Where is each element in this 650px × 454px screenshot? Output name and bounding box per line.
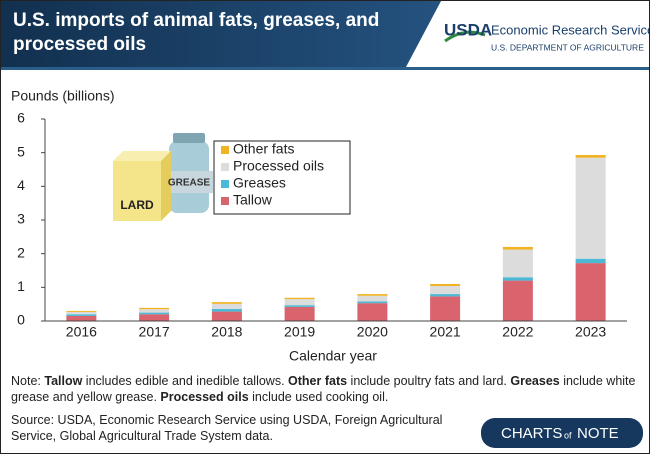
legend-label: Tallow bbox=[233, 192, 273, 208]
note-part: include used cooking oil. bbox=[248, 390, 389, 404]
legend-swatch bbox=[221, 146, 229, 154]
lard-block bbox=[113, 161, 161, 221]
y-tick-label: 0 bbox=[17, 312, 25, 328]
bar-segment bbox=[139, 312, 170, 315]
bar-segment bbox=[502, 249, 533, 278]
bar-segment bbox=[502, 280, 533, 321]
bar-segment bbox=[66, 315, 97, 321]
note-part: Processed oils bbox=[160, 390, 249, 404]
note-part: Tallow bbox=[44, 374, 83, 388]
y-tick-label: 2 bbox=[17, 244, 25, 260]
bar-segment bbox=[211, 303, 242, 309]
bar-segment bbox=[211, 308, 242, 312]
bar-segment bbox=[430, 283, 461, 286]
bar-segment bbox=[66, 314, 97, 316]
x-tick-label: 2023 bbox=[575, 324, 606, 340]
chart-title: U.S. imports of animal fats, greases, an… bbox=[13, 10, 380, 55]
bar-segment bbox=[139, 314, 170, 321]
y-tick-label: 1 bbox=[17, 278, 25, 294]
brand: CHARTS bbox=[501, 425, 562, 442]
legend-label: Greases bbox=[233, 175, 286, 191]
x-tick-label: 2017 bbox=[139, 324, 170, 340]
note-part: Other fats bbox=[288, 374, 348, 388]
bar-segment bbox=[357, 294, 388, 296]
y-tick-label: 4 bbox=[17, 177, 25, 193]
jar-label bbox=[161, 171, 213, 193]
illustration-label: LARD bbox=[120, 198, 154, 212]
logo-swoosh bbox=[444, 30, 486, 43]
note-part: include white grease and yellow grease. bbox=[11, 374, 636, 404]
bar-segment bbox=[430, 294, 461, 297]
agency: Economic Research Service bbox=[491, 22, 649, 37]
y-tick-label: 3 bbox=[17, 211, 25, 227]
logo: USDA bbox=[444, 20, 492, 39]
y-tick-label: 5 bbox=[17, 143, 25, 159]
x-axis-label: Calendar year bbox=[289, 348, 377, 364]
y-tick-label: 6 bbox=[17, 110, 25, 126]
brand: of bbox=[564, 430, 572, 440]
lard-top bbox=[113, 151, 171, 161]
lard-side bbox=[161, 151, 171, 221]
legend-swatch bbox=[221, 163, 229, 171]
bar-segment bbox=[284, 297, 315, 300]
x-tick-label: 2018 bbox=[211, 324, 242, 340]
note-part: Note: bbox=[11, 374, 45, 388]
bar-segment bbox=[139, 307, 170, 310]
illustration-label: GREASE bbox=[168, 178, 211, 189]
bar-segment bbox=[211, 311, 242, 321]
source: Source: USDA, Economic Research Service … bbox=[11, 413, 443, 443]
bar-segment bbox=[66, 311, 97, 315]
x-tick-label: 2022 bbox=[502, 324, 533, 340]
x-tick-label: 2020 bbox=[357, 324, 388, 340]
bar-segment bbox=[575, 263, 606, 321]
bar-segment bbox=[211, 302, 242, 304]
header-band bbox=[1, 1, 441, 67]
bar-segment bbox=[430, 296, 461, 321]
legend-box bbox=[213, 140, 351, 215]
legend-swatch bbox=[221, 180, 229, 188]
bar-segment bbox=[66, 310, 97, 312]
bar-segment bbox=[357, 295, 388, 302]
bar-segment bbox=[284, 299, 315, 306]
x-tick-label: 2016 bbox=[66, 324, 97, 340]
bar-segment bbox=[502, 246, 533, 250]
note-part: includes edible and inedible tallows. bbox=[82, 374, 289, 388]
bar-segment bbox=[430, 285, 461, 295]
department: U.S. DEPARTMENT OF AGRICULTURE bbox=[491, 42, 644, 52]
note-part: include poultry fats and lard. bbox=[347, 374, 511, 388]
bar-segment bbox=[357, 301, 388, 304]
legend-label: Other fats bbox=[233, 141, 294, 157]
y-axis-label: Pounds (billions) bbox=[11, 88, 115, 104]
jar-lid bbox=[173, 133, 205, 143]
x-tick-label: 2019 bbox=[284, 324, 315, 340]
bar-segment bbox=[575, 157, 606, 259]
bar-segment bbox=[139, 309, 170, 313]
bar-segment bbox=[575, 155, 606, 158]
brand: NOTE bbox=[577, 425, 619, 442]
bar-segment bbox=[357, 303, 388, 321]
header-rule bbox=[1, 67, 649, 70]
brand-band bbox=[481, 418, 643, 448]
note-part: Greases bbox=[510, 374, 560, 388]
x-tick-label: 2021 bbox=[430, 324, 461, 340]
legend-swatch bbox=[221, 197, 229, 205]
bar-segment bbox=[284, 305, 315, 307]
bar-segment bbox=[502, 277, 533, 281]
bar-segment bbox=[575, 258, 606, 264]
legend-label: Processed oils bbox=[233, 158, 324, 174]
bar-segment bbox=[284, 306, 315, 321]
note: Note: Tallow includes edible and inedibl… bbox=[11, 373, 641, 405]
